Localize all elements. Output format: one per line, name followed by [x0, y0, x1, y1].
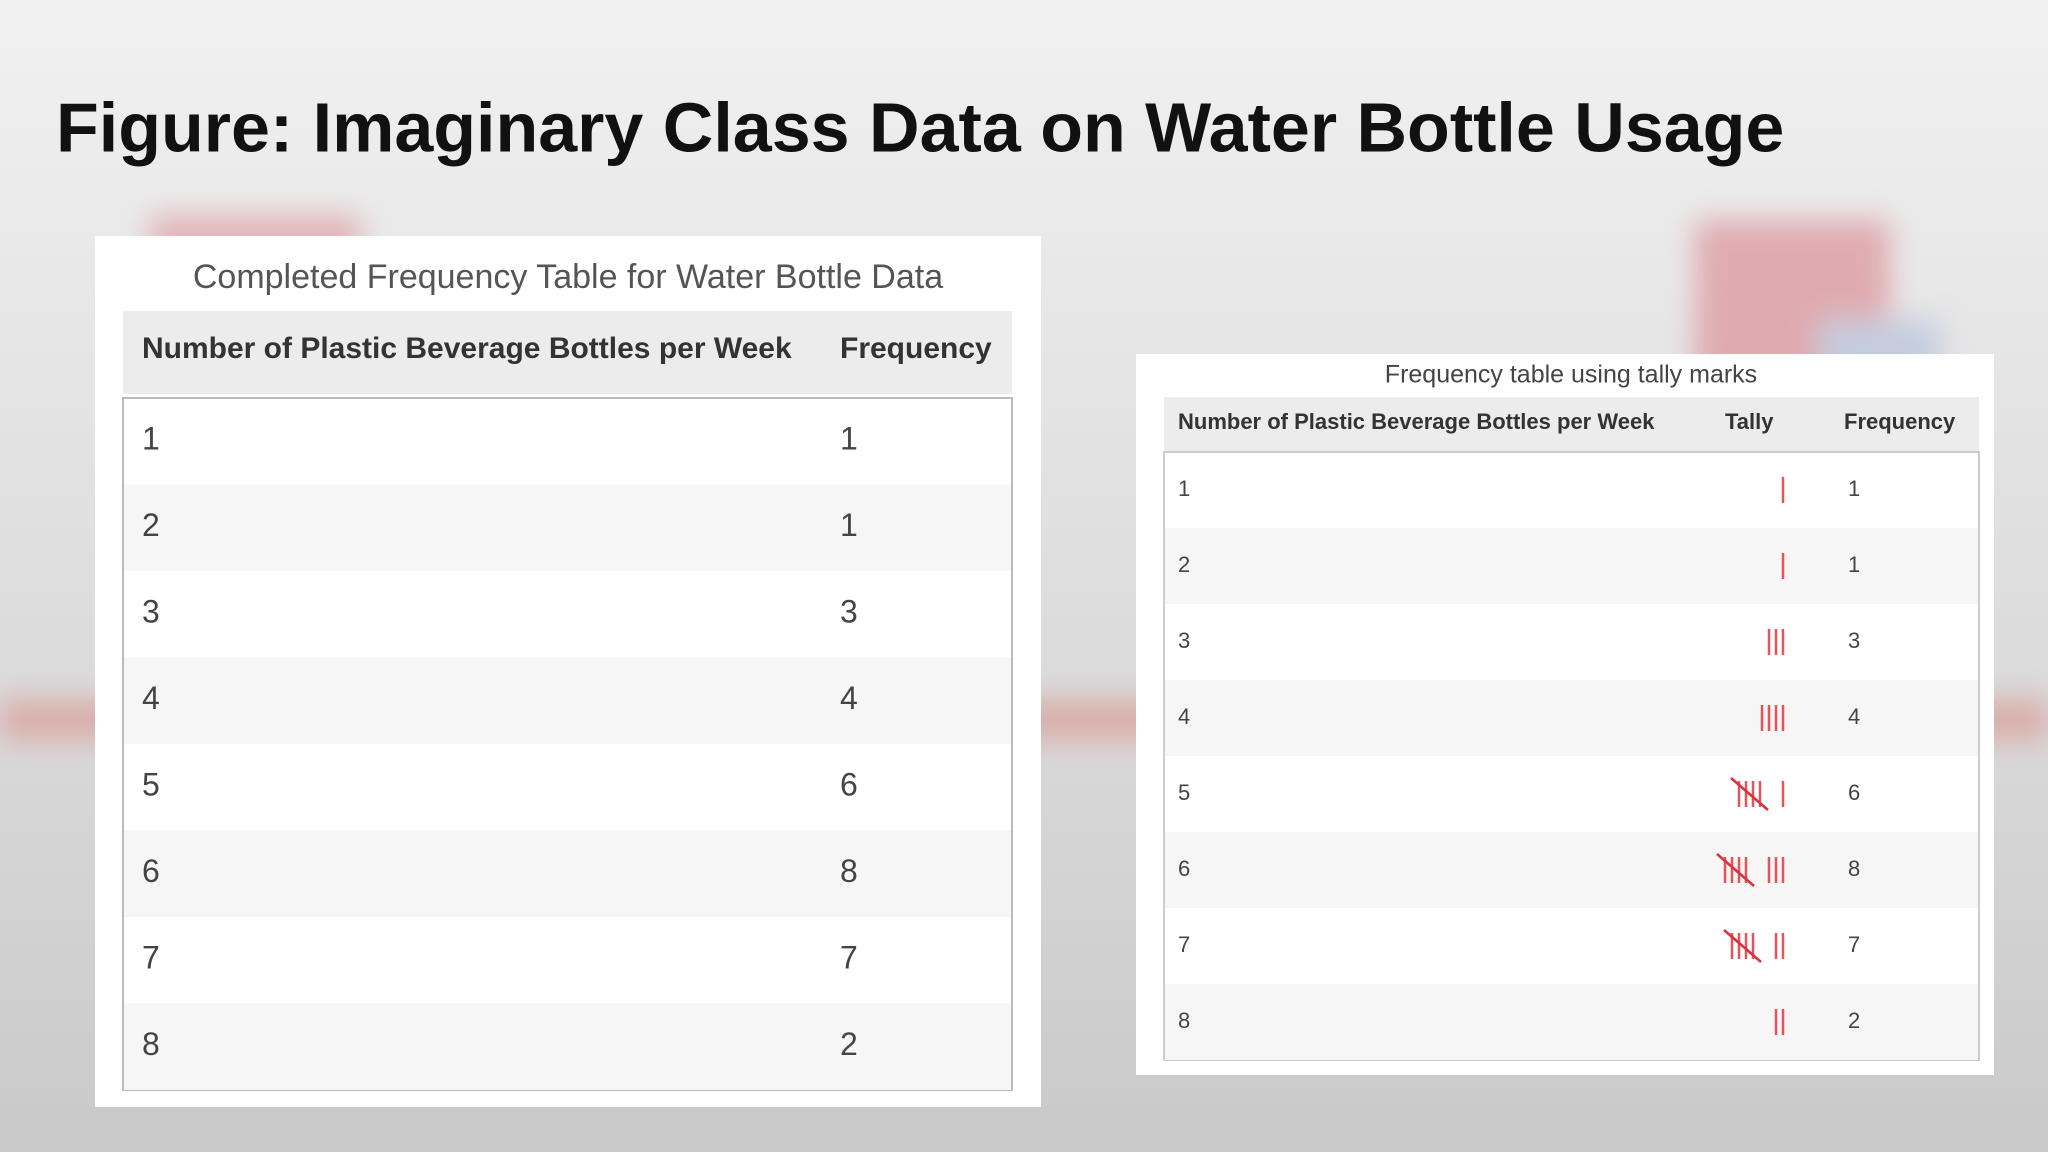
column-header: Frequency	[840, 332, 992, 365]
tally-slash	[1730, 777, 1769, 811]
row-background	[1165, 680, 1978, 756]
cell: 2	[840, 1026, 858, 1062]
tally-slash	[1723, 929, 1762, 963]
cell: 6	[840, 767, 858, 803]
table-panel: Frequency table using tally marks Number…	[1136, 354, 1994, 1075]
row-background	[1165, 528, 1978, 604]
cell: 1	[1178, 476, 1190, 501]
cell: 3	[840, 594, 858, 630]
row-background	[124, 484, 1011, 571]
cell: 1	[840, 421, 858, 457]
cell: 6	[1178, 856, 1190, 881]
cell: 4	[840, 680, 858, 716]
cell: 8	[840, 853, 858, 889]
tally-marks	[1767, 629, 1785, 655]
tally-marks	[1730, 777, 1785, 811]
cell: 3	[142, 594, 160, 630]
cell: 1	[1848, 476, 1860, 501]
column-header: Number of Plastic Beverage Bottles per W…	[142, 332, 792, 365]
table-caption: Completed Frequency Table for Water Bott…	[193, 258, 943, 296]
cell: 1	[142, 421, 160, 457]
row-background	[1165, 984, 1978, 1060]
table-caption: Frequency table using tally marks	[1385, 361, 1757, 389]
header-background	[1164, 397, 1979, 452]
column-header: Tally	[1725, 409, 1774, 434]
cell: 3	[1178, 628, 1190, 653]
cell: 2	[1848, 1008, 1860, 1033]
cell: 7	[1178, 932, 1190, 957]
tally-marks	[1716, 853, 1785, 887]
cell: 7	[1848, 932, 1860, 957]
cell: 2	[142, 507, 160, 543]
cell: 2	[1178, 552, 1190, 577]
slide-title: Figure: Imaginary Class Data on Water Bo…	[56, 88, 1784, 166]
tally-marks	[1723, 929, 1785, 963]
row-background	[124, 830, 1011, 917]
cell: 8	[142, 1026, 160, 1062]
cell: 5	[1178, 780, 1190, 805]
row-background	[124, 657, 1011, 744]
cell: 1	[840, 507, 858, 543]
cell: 5	[142, 767, 160, 803]
tally-slash	[1716, 853, 1755, 887]
table-panel: Completed Frequency Table for Water Bott…	[95, 236, 1041, 1107]
cell: 7	[840, 940, 858, 976]
cell: 8	[1848, 856, 1860, 881]
column-header: Number of Plastic Beverage Bottles per W…	[1178, 409, 1655, 434]
cell: 7	[142, 940, 160, 976]
tally-marks	[1760, 705, 1785, 731]
cell: 3	[1848, 628, 1860, 653]
column-header: Frequency	[1844, 409, 1956, 434]
row-background	[1165, 832, 1978, 908]
cell: 4	[1178, 704, 1190, 729]
tally-marks	[1774, 1009, 1785, 1035]
cell: 6	[142, 853, 160, 889]
cell: 4	[1848, 704, 1860, 729]
cell: 6	[1848, 780, 1860, 805]
header-background	[123, 311, 1012, 394]
row-background	[124, 1003, 1011, 1090]
cell: 4	[142, 680, 160, 716]
cell: 8	[1178, 1008, 1190, 1033]
cell: 1	[1848, 552, 1860, 577]
